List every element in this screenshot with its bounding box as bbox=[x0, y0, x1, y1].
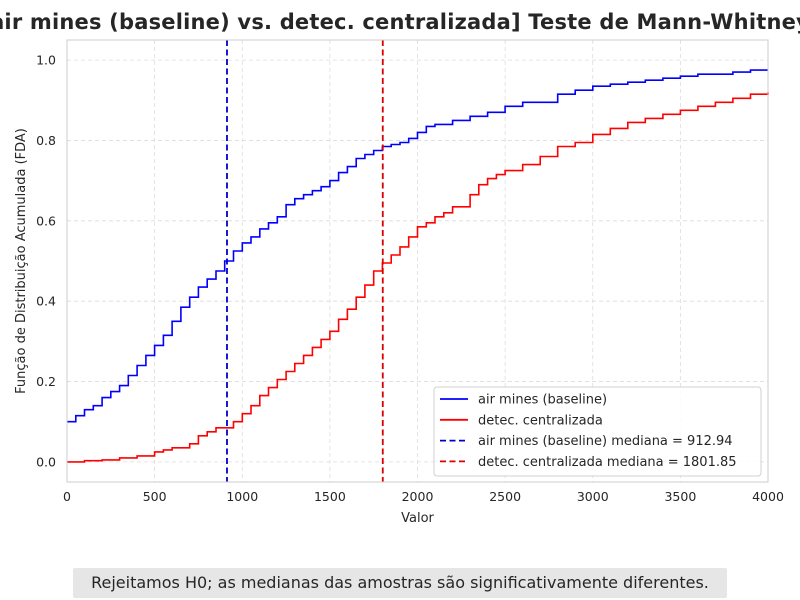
y-tick-label: 0.8 bbox=[36, 133, 56, 148]
y-axis-label: Função de Distribuição Acumulada (FDA) bbox=[14, 128, 29, 394]
x-tick-label: 1000 bbox=[226, 489, 258, 504]
conclusion-text: Rejeitamos H0; as medianas das amostras … bbox=[91, 573, 709, 592]
x-tick-label: 3000 bbox=[577, 489, 609, 504]
y-tick-label: 1.0 bbox=[36, 53, 56, 68]
median-lines bbox=[226, 40, 384, 482]
legend-label: detec. centralizada bbox=[478, 413, 603, 428]
x-tick-label: 0 bbox=[63, 489, 71, 504]
x-tick-label: 2500 bbox=[489, 489, 521, 504]
legend-label: air mines (baseline) bbox=[478, 393, 607, 408]
x-tick-label: 1500 bbox=[314, 489, 346, 504]
x-tick-label: 3500 bbox=[664, 489, 696, 504]
conclusion-box: Rejeitamos H0; as medianas das amostras … bbox=[73, 568, 727, 598]
x-tick-label: 2000 bbox=[402, 489, 434, 504]
x-tick-label: 500 bbox=[143, 489, 167, 504]
legend: air mines (baseline) detec. centralizada a… bbox=[433, 386, 762, 477]
legend-box bbox=[433, 386, 762, 477]
y-tick-label: 0.0 bbox=[36, 454, 56, 469]
chart-title: air mines (baseline) vs. detec. centrali… bbox=[0, 10, 800, 34]
series-line bbox=[67, 69, 768, 423]
y-tick-label: 0.4 bbox=[36, 294, 56, 309]
y-tick-label: 0.2 bbox=[36, 374, 56, 389]
legend-label: air mines (baseline) mediana = 912.94 bbox=[478, 434, 733, 449]
legend-label: detec. centralizada mediana = 1801.85 bbox=[478, 455, 737, 470]
y-tick-label: 0.6 bbox=[36, 213, 56, 228]
x-tick-label: 4000 bbox=[752, 489, 784, 504]
plot-frame bbox=[66, 39, 769, 483]
x-axis-label: Valor bbox=[401, 511, 434, 526]
tick-labels: 0 500 1000 1500 2000 2500 3000 3500 4000 0.0 0.2 0.… bbox=[36, 53, 784, 504]
